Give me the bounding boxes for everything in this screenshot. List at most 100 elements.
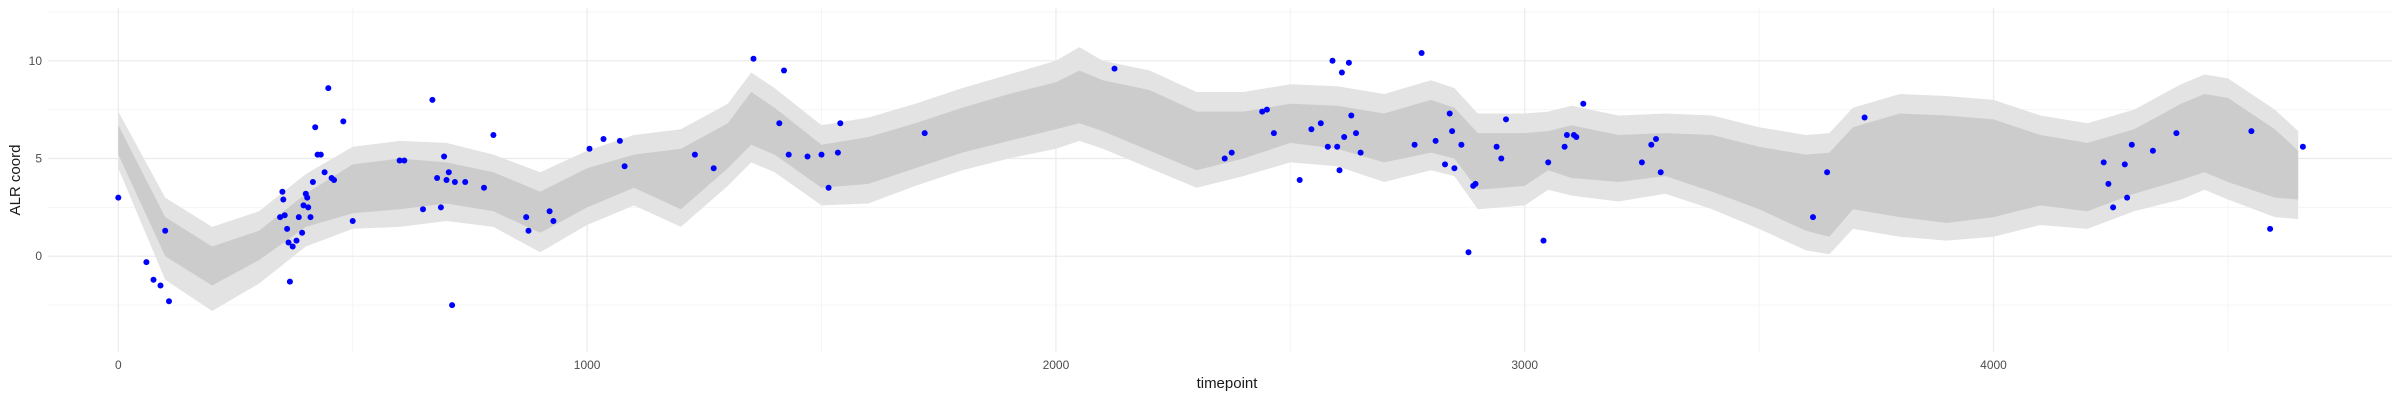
data-point: [115, 194, 122, 201]
data-point: [312, 124, 319, 131]
data-point: [300, 202, 307, 209]
data-point: [781, 67, 787, 74]
credible-band: [118, 70, 2299, 286]
data-point: [437, 204, 444, 211]
data-point: [1296, 177, 1303, 183]
data-point: [449, 302, 456, 309]
data-point: [157, 282, 164, 289]
data-point: [490, 132, 497, 138]
data-point: [2149, 147, 2156, 154]
data-point: [1540, 237, 1547, 244]
data-point: [481, 184, 487, 191]
data-point: [1810, 214, 1816, 221]
data-point: [1432, 137, 1439, 144]
x-tick-label: 1000: [574, 358, 601, 372]
data-point: [1861, 114, 1868, 121]
data-point: [1336, 167, 1343, 174]
x-tick-label: 3000: [1511, 358, 1538, 372]
data-point: [2128, 141, 2135, 148]
data-point: [286, 278, 293, 285]
data-point: [420, 206, 426, 213]
data-point: [1449, 128, 1456, 135]
data-point: [586, 145, 593, 152]
data-point: [1442, 161, 1448, 168]
data-point: [1648, 141, 1655, 148]
data-point: [621, 163, 628, 170]
data-point: [1561, 143, 1568, 150]
data-point: [2248, 128, 2255, 135]
data-point: [396, 157, 403, 164]
data-point: [1353, 130, 1359, 137]
data-point: [1446, 110, 1453, 117]
data-point: [2105, 180, 2112, 187]
data-point: [2299, 143, 2306, 150]
data-point: [1338, 69, 1345, 76]
data-point: [2110, 204, 2117, 211]
data-point: [1472, 180, 1479, 187]
data-point: [1270, 130, 1277, 137]
data-point: [325, 85, 332, 92]
data-point: [1580, 100, 1587, 107]
data-point: [305, 204, 312, 211]
data-point: [710, 165, 717, 172]
data-point: [462, 179, 469, 185]
data-point: [616, 137, 623, 144]
data-point: [309, 179, 316, 185]
data-point: [1465, 249, 1472, 256]
observed-points: [115, 50, 2306, 309]
x-axis-ticks: 0 1000 2000 3000 4000: [115, 358, 2007, 372]
data-point: [2124, 194, 2131, 201]
data-point: [401, 157, 408, 164]
data-point: [1493, 143, 1500, 150]
x-axis-title: timepoint: [1197, 375, 1259, 392]
data-point: [1418, 50, 1425, 56]
data-point: [2267, 225, 2274, 232]
data-point: [1657, 169, 1664, 176]
data-point: [1345, 59, 1352, 66]
data-point: [600, 136, 607, 142]
data-point: [1228, 149, 1235, 156]
x-tick-label: 4000: [1980, 358, 2007, 372]
data-point: [143, 259, 150, 266]
data-point: [546, 208, 553, 215]
data-point: [1411, 141, 1418, 148]
data-point: [1111, 65, 1118, 72]
data-point: [307, 214, 314, 221]
data-point: [331, 177, 337, 183]
data-point: [279, 188, 286, 195]
data-point: [277, 214, 284, 221]
data-point: [525, 227, 532, 234]
data-point: [434, 175, 441, 181]
data-point: [523, 214, 530, 221]
noise-ribbon: [118, 47, 2299, 311]
data-point: [340, 118, 347, 125]
data-point: [837, 120, 844, 127]
data-point: [1263, 106, 1270, 113]
data-point: [1573, 134, 1580, 140]
data-point: [321, 169, 328, 176]
data-point: [1653, 136, 1659, 142]
data-point: [834, 149, 841, 156]
data-point: [1824, 169, 1831, 176]
data-point: [1357, 149, 1364, 156]
data-point: [441, 153, 448, 160]
data-point: [280, 196, 287, 203]
data-point: [2100, 159, 2107, 166]
data-point: [162, 227, 169, 234]
data-point: [921, 130, 928, 137]
y-tick-label: 10: [29, 54, 43, 68]
data-point: [295, 214, 302, 221]
data-point: [1221, 155, 1228, 162]
data-point: [451, 179, 458, 185]
data-point: [1308, 126, 1315, 133]
data-point: [166, 298, 172, 305]
data-point: [550, 218, 557, 224]
data-point: [1348, 112, 1355, 119]
data-point: [1498, 155, 1505, 162]
data-point: [750, 55, 757, 62]
data-point: [818, 151, 825, 158]
data-point: [1451, 165, 1458, 172]
data-point: [1334, 143, 1341, 150]
y-tick-label: 0: [35, 249, 42, 263]
